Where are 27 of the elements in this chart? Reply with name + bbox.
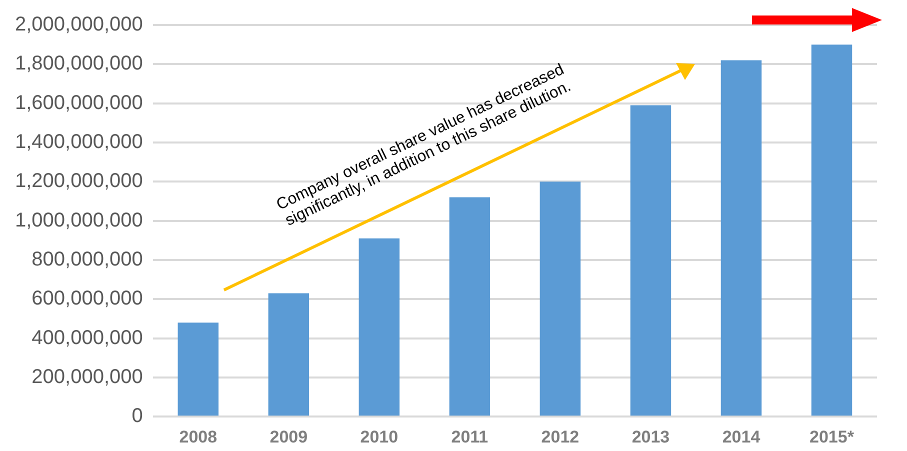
y-tick-label: 1,000,000,000: [14, 209, 143, 232]
y-tick-label: 1,200,000,000: [14, 170, 143, 192]
y-tick-label: 1,400,000,000: [14, 130, 143, 153]
bar: [268, 293, 310, 416]
y-tick-label: 1,800,000,000: [14, 52, 143, 75]
x-tick-label: 2012: [541, 427, 580, 446]
y-tick-label: 800,000,000: [32, 248, 143, 270]
x-tick-label: 2010: [360, 427, 398, 446]
bar: [178, 322, 219, 416]
bar: [540, 182, 581, 416]
bar: [720, 60, 762, 416]
x-tick-label: 2009: [270, 427, 308, 446]
bar: [358, 238, 400, 416]
y-tick-label: 400,000,000: [32, 326, 143, 349]
y-tick-label: 2,000,000,000: [14, 14, 143, 36]
bar: [449, 197, 490, 416]
x-tick-label: 2015*: [810, 427, 854, 446]
bar: [630, 105, 672, 416]
x-tick-label: 2013: [632, 427, 670, 446]
y-tick-label: 200,000,000: [32, 366, 143, 388]
y-tick-label: 1,600,000,000: [14, 92, 143, 114]
x-tick-label: 2014: [722, 427, 761, 446]
y-tick-label: 600,000,000: [32, 288, 143, 310]
bar: [811, 44, 852, 416]
x-tick-label: 2011: [451, 427, 488, 446]
y-tick-label: 0: [132, 405, 143, 428]
x-tick-label: 2008: [179, 427, 218, 446]
